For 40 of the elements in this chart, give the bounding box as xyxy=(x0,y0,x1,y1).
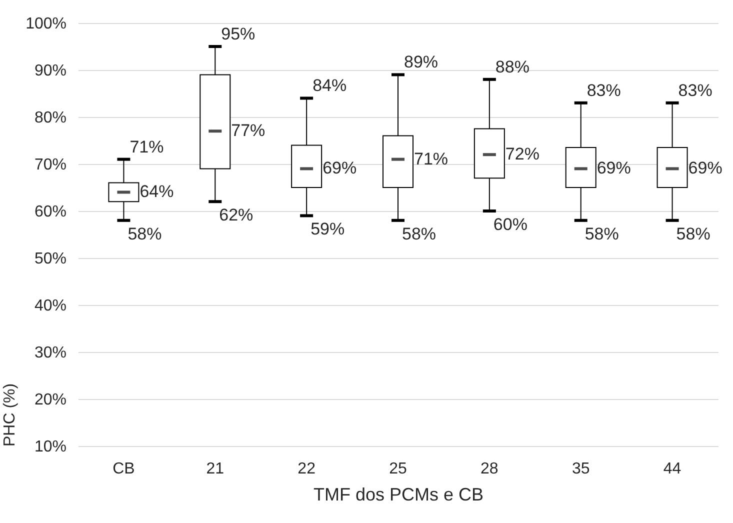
x-tick-label: CB xyxy=(112,460,135,478)
y-tick-label: 30% xyxy=(34,344,66,362)
annotation: 69% xyxy=(596,158,631,178)
annotation: 88% xyxy=(495,57,530,76)
x-tick-label: 25 xyxy=(389,460,407,478)
annotation: 84% xyxy=(312,76,347,96)
y-tick-label: 100% xyxy=(26,16,66,32)
annotation: 83% xyxy=(586,80,621,100)
x-tick-label: 22 xyxy=(298,460,316,478)
y-tick-label: 50% xyxy=(34,250,66,268)
annotation: 77% xyxy=(231,121,266,140)
annotation: 58% xyxy=(584,224,619,244)
y-tick-label: 60% xyxy=(34,204,66,220)
annotation: 58% xyxy=(402,224,436,244)
x-tick-label: 28 xyxy=(480,460,498,478)
annotation: 89% xyxy=(404,52,438,72)
y-tick-label: 20% xyxy=(34,392,66,408)
annotation: 69% xyxy=(688,158,722,178)
annotation: 58% xyxy=(128,224,162,244)
y-tick-label: 70% xyxy=(34,156,66,174)
y-tick-label: 10% xyxy=(34,438,66,456)
annotation: 62% xyxy=(219,206,254,225)
x-axis-title: TMF dos PCMs e CB xyxy=(313,484,484,504)
annotation: 83% xyxy=(678,80,712,100)
annotation: 72% xyxy=(505,144,540,164)
annotation: 71% xyxy=(414,149,448,168)
y-tick-label: 40% xyxy=(34,298,66,314)
annotation: 95% xyxy=(221,24,256,44)
x-tick-label: 35 xyxy=(572,460,590,478)
x-tick-label: 21 xyxy=(206,460,224,478)
annotation: 64% xyxy=(140,182,174,202)
y-tick-label: 80% xyxy=(34,110,66,126)
annotation: 71% xyxy=(130,137,164,156)
annotation: 69% xyxy=(322,158,357,178)
y-tick-label: 90% xyxy=(34,62,66,80)
annotation: 59% xyxy=(310,220,345,239)
annotation: 60% xyxy=(493,215,528,234)
y-axis-title: PHC (%) xyxy=(2,383,19,446)
annotation: 58% xyxy=(676,224,710,244)
x-tick-label: 44 xyxy=(663,460,682,478)
